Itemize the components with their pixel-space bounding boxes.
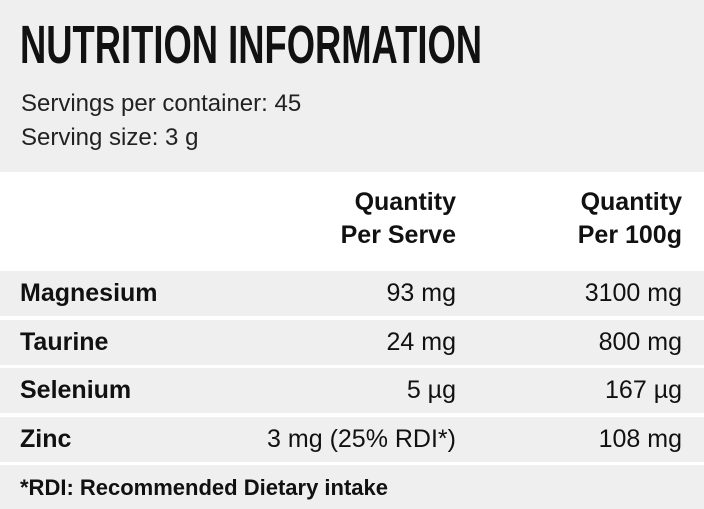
nutrient-amount: 167 µg [605,376,682,404]
footnote: *RDI: Recommended Dietary intake [20,475,388,500]
nutrient-name: Magnesium [20,279,158,307]
title: NUTRITION INFORMATION [20,15,482,75]
servings-per-container: Servings per container: 45 [21,90,302,117]
column-header: Quantity [354,188,456,216]
nutrient-amount: 3 mg (25% RDI*) [267,424,456,453]
nutrient-amount: 24 mg [386,327,456,356]
nutrient-amount: 108 mg [598,424,682,453]
row-background [0,319,704,365]
row-background [0,368,704,413]
footnote-background [0,465,704,509]
nutrient-amount: 5 µg [406,376,456,404]
column-header: Per 100g [577,221,682,249]
nutrient-name: Selenium [20,376,132,404]
nutrient-name: Taurine [20,327,109,356]
nutrient-amount: 800 mg [598,327,682,356]
serving-size: Serving size: 3 g [21,124,199,151]
column-header: Quantity [580,188,682,216]
column-header: Per Serve [340,221,456,249]
nutrient-amount: 3100 mg [584,279,682,307]
row-background [0,271,704,316]
nutrient-name: Zinc [20,424,72,453]
row-background [0,416,704,462]
nutrient-amount: 93 mg [386,279,456,307]
header-background [0,0,704,172]
